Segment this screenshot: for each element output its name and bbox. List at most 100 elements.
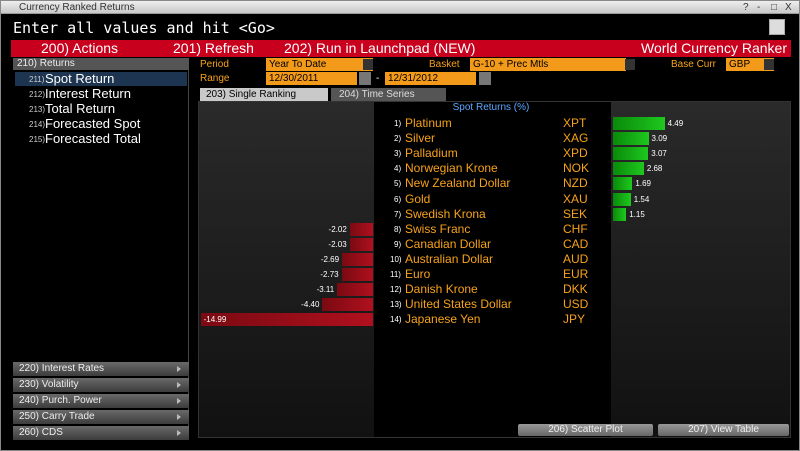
icon [769, 19, 785, 35]
sidebar-section[interactable]: 250) Carry Trade [13, 410, 189, 424]
value-label: 4.49 [667, 119, 684, 128]
expand-arrow [177, 398, 181, 404]
rank: 7) [394, 209, 402, 219]
form-field[interactable]: GBP [726, 58, 774, 71]
form-field[interactable]: Year To Date [266, 58, 373, 71]
currency-code: XPT [563, 116, 587, 130]
bar [613, 117, 665, 130]
sidebar-section[interactable]: 230) Volatility [13, 378, 189, 392]
window-control[interactable]: - [757, 2, 761, 13]
currency-code: CAD [563, 236, 589, 251]
command-line: Enter all values and hit <Go> [13, 19, 275, 37]
expand-arrow [177, 366, 181, 372]
range-sep: - [376, 73, 380, 84]
sidebar-label: Forecasted Total [45, 131, 141, 146]
sidebar-label: Interest Return [45, 86, 131, 101]
value-label: -2.03 [328, 239, 347, 249]
bar [337, 283, 373, 297]
rank: 5) [394, 179, 402, 189]
sidebar-num: 215) [29, 135, 46, 144]
rank: 3) [394, 149, 402, 159]
currency-code: XPD [563, 146, 588, 161]
expand-arrow [177, 414, 181, 420]
value-label: -2.73 [320, 270, 339, 279]
bar [322, 298, 373, 312]
bar [349, 222, 373, 236]
dropdown [625, 59, 635, 70]
window-control[interactable]: □ [771, 2, 778, 13]
value-label: 3.07 [651, 149, 667, 159]
button[interactable]: 207) View Table [658, 424, 789, 436]
value-label: 1.54 [633, 194, 650, 204]
tab[interactable]: 204) Time Series [331, 88, 446, 101]
bar [342, 252, 373, 266]
currency-code: EUR [563, 267, 589, 281]
form-label: Base Curr [671, 59, 717, 70]
value-label: -2.69 [320, 254, 340, 264]
form-field[interactable]: 12/30/2011 [266, 72, 357, 85]
sidebar-item[interactable] [15, 72, 187, 86]
bar [613, 162, 644, 176]
calendar-icon [479, 72, 491, 85]
currency-name: Canadian Dollar [405, 236, 492, 251]
window-control[interactable]: ? [743, 2, 749, 13]
rank: 1) [394, 119, 402, 128]
sidebar-section[interactable]: 260) CDS [13, 426, 189, 440]
rank: 9) [394, 239, 402, 249]
currency-name: Danish Krone [405, 282, 478, 297]
sidebar-header[interactable]: 210) Returns [13, 58, 189, 70]
toolbar-item[interactable]: 201) Refresh [173, 40, 254, 56]
form-label: Basket [429, 59, 460, 70]
form-field[interactable]: G-10 + Prec Mtls [470, 58, 626, 71]
bar [613, 132, 649, 146]
currency-name: Norwegian Krone [405, 161, 498, 176]
value-label: 2.68 [646, 164, 663, 174]
currency-name: Platinum [405, 116, 452, 130]
title-bar [1, 1, 799, 14]
bar [349, 237, 373, 251]
sidebar-label: Forecasted Spot [45, 116, 141, 131]
currency-code: XAU [563, 191, 588, 206]
calendar-icon [359, 72, 371, 85]
tab[interactable]: 203) Single Ranking [200, 88, 328, 101]
currency-name: Australian Dollar [405, 251, 494, 266]
currency-code: XAG [563, 131, 589, 146]
sidebar-num: 211) [29, 75, 45, 84]
currency-name: Palladium [405, 146, 458, 161]
toolbar-title: World Currency Ranker [640, 40, 787, 56]
dropdown [363, 59, 373, 70]
form-label: Range [200, 73, 230, 84]
toolbar-item[interactable]: 202) Run in Launchpad (NEW) [284, 40, 476, 56]
currency-code: JPY [563, 312, 586, 327]
rank: 12) [390, 285, 402, 295]
currency-name: Swiss Franc [405, 221, 471, 236]
value-label: 3.09 [651, 134, 668, 144]
currency-code: NOK [563, 161, 590, 176]
currency-name: Euro [405, 267, 431, 281]
rank: 2) [394, 134, 402, 144]
rank: 6) [394, 194, 402, 204]
value-label: -3.11 [316, 285, 335, 295]
sidebar-section[interactable]: 220) Interest Rates [13, 362, 189, 376]
form-label: Period [200, 59, 229, 70]
sidebar-section[interactable]: 240) Purch. Power [13, 394, 189, 408]
rank: 8) [394, 224, 402, 234]
bar [613, 207, 627, 221]
button[interactable]: 206) Scatter Plot [518, 424, 653, 436]
currency-name: Gold [405, 191, 431, 206]
rank: 11) [390, 270, 401, 279]
currency-code: SEK [563, 206, 588, 221]
value-label: -14.99 [203, 315, 227, 325]
value-label: 1.15 [629, 209, 645, 219]
currency-name: New Zealand Dollar [405, 176, 511, 191]
window-control[interactable]: X [785, 2, 792, 13]
currency-code: USD [563, 297, 589, 312]
form-field[interactable]: 12/31/2012 [385, 72, 476, 85]
sidebar-num: 212) [29, 90, 46, 99]
rank: 13) [390, 300, 402, 310]
currency-code: CHF [563, 221, 588, 236]
window-title: Currency Ranked Returns [19, 2, 135, 13]
toolbar-item[interactable]: 200) Actions [41, 40, 119, 56]
dropdown [764, 59, 774, 70]
expand-arrow [177, 430, 181, 436]
